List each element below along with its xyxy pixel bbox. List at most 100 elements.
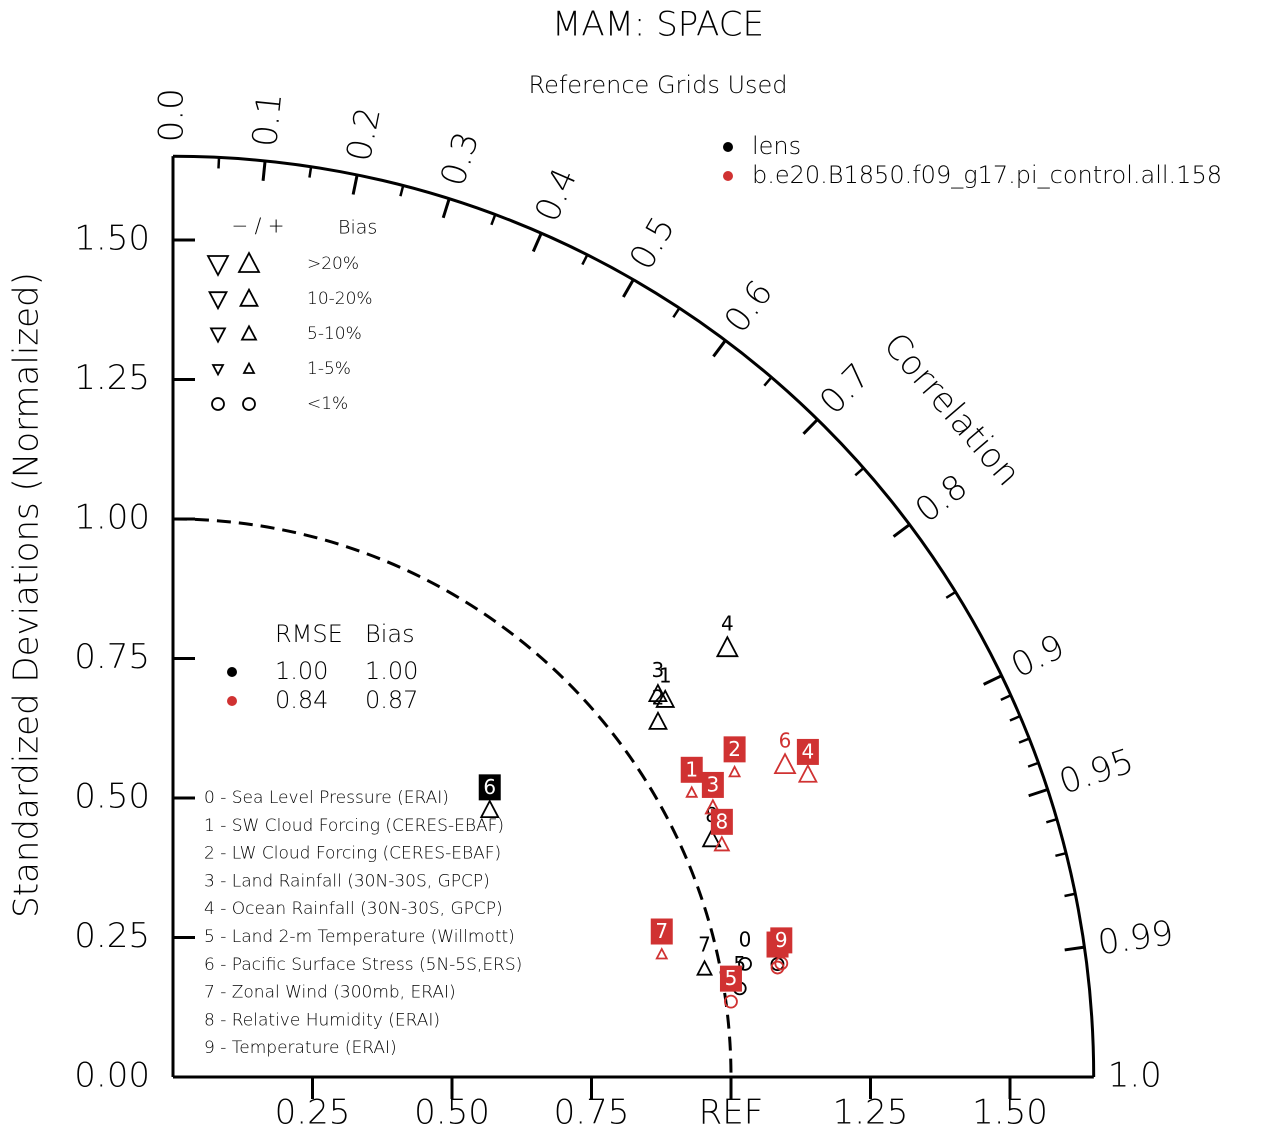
point-label-box <box>680 756 703 783</box>
bias-legend-label: >20% <box>307 254 359 274</box>
variable-label: 3 - Land Rainfall (30N-30S, GPCP) <box>204 871 490 891</box>
corr-tick-label: 0.7 <box>812 356 878 423</box>
corr-tick-label: 0.3 <box>433 127 487 191</box>
bias-legend-symbol <box>239 287 259 307</box>
data-point <box>647 683 668 703</box>
point-label: 9 <box>775 928 788 952</box>
corr-tick <box>351 174 359 195</box>
point-label: 4 <box>721 612 734 636</box>
y-axis-label: Standardized Deviations (Normalized) <box>7 272 47 918</box>
point-label: 7 <box>655 919 668 943</box>
point-label-box <box>770 927 793 954</box>
corr-tick-label: 0.4 <box>527 162 585 228</box>
point-label: 8 <box>715 809 728 833</box>
y-tick-label: 0.50 <box>74 777 150 817</box>
corr-tick <box>261 160 267 181</box>
data-point <box>774 956 789 971</box>
variable-label: 9 - Temperature (ERAI) <box>204 1038 397 1058</box>
data-point <box>724 994 738 1009</box>
legend-dot <box>723 142 733 152</box>
legend-label: lens <box>752 132 801 160</box>
bias-legend-label: <1% <box>307 394 348 414</box>
variable-label: 5 - Land 2-m Temperature (Willmott) <box>204 927 515 947</box>
rmse-dot <box>227 696 237 706</box>
legend-label: b.e20.B1850.f09_g17.pi_control.all.158 <box>752 161 1222 189</box>
data-point <box>701 828 722 848</box>
corr-minor-tick <box>1018 737 1030 744</box>
corr-minor-tick <box>1064 892 1076 898</box>
data-point <box>655 688 676 708</box>
point-label: 3 <box>652 658 665 682</box>
corr-tick-label: 0.9 <box>1005 627 1071 687</box>
point-label: 0 <box>739 927 752 951</box>
corr-tick <box>892 523 911 538</box>
data-point <box>479 799 500 819</box>
y-tick-label: 0.25 <box>74 916 150 956</box>
point-label: 1 <box>659 664 672 688</box>
data-point <box>728 764 742 778</box>
x-tick-label: 0.25 <box>275 1093 351 1133</box>
point-label-box <box>478 774 501 801</box>
point-label-box <box>796 738 819 765</box>
data-point <box>685 785 699 798</box>
bias-legend-symbol <box>208 291 228 311</box>
rmse-dot <box>227 667 237 677</box>
corr-tick-label: 0.6 <box>717 273 781 340</box>
legend-dot <box>723 171 733 181</box>
variable-label: 6 - Pacific Surface Stress (5N-5S,ERS) <box>204 955 522 975</box>
bias-legend-symbol <box>209 327 227 344</box>
point-label: 2 <box>652 686 665 710</box>
x-tick-label: 1.25 <box>833 1093 909 1133</box>
chart-subtitle: Reference Grids Used <box>528 71 787 99</box>
corr-tick-label: 0.99 <box>1095 913 1176 963</box>
bias-legend-symbol <box>240 324 258 341</box>
bias-value: 1.00 <box>365 657 418 685</box>
corr-tick <box>712 339 727 358</box>
point-label-box <box>719 965 742 992</box>
point-label: 4 <box>802 739 815 763</box>
corr-tick-label: 0.1 <box>245 91 290 149</box>
data-point <box>738 956 752 971</box>
corr-minor-tick <box>1055 851 1067 858</box>
y-tick-label: 0.00 <box>74 1056 150 1096</box>
variable-label: 7 - Zonal Wind (300mb, ERAI) <box>204 983 456 1003</box>
corr-tick <box>441 198 451 219</box>
corr-tick-label: 1.0 <box>1108 1056 1162 1096</box>
corr-tick <box>1064 945 1085 952</box>
bias-legend-symbol <box>211 397 225 411</box>
corr-tick <box>1028 788 1049 798</box>
corr-tick-label: 0.5 <box>622 210 684 277</box>
corr-tick <box>802 418 819 435</box>
data-point <box>713 835 731 852</box>
corr-tick-label: 0.2 <box>339 104 389 165</box>
data-point <box>696 959 714 976</box>
y-tick-label: 1.00 <box>74 498 150 538</box>
point-label: 1 <box>685 757 698 781</box>
variable-label: 4 - Ocean Rainfall (30N-30S, GPCP) <box>204 899 503 919</box>
corr-minor-tick <box>581 254 589 266</box>
corr-minor-tick <box>1045 818 1058 824</box>
bias-legend-symbol <box>211 364 225 377</box>
corr-tick-label: 0.8 <box>908 467 975 531</box>
corr-tick <box>982 674 1003 686</box>
x-tick-label: REF <box>699 1093 764 1133</box>
rmse-value: 0.84 <box>275 686 328 714</box>
bias-legend-symbol <box>206 255 230 277</box>
ref-arc <box>172 517 733 1078</box>
corr-minor-tick <box>1027 761 1039 768</box>
corr-minor-tick <box>945 590 957 599</box>
corr-minor-tick <box>763 376 773 387</box>
point-label: 3 <box>706 772 719 796</box>
corr-minor-tick <box>308 166 313 178</box>
point-label-box <box>650 918 673 945</box>
bias-value: 0.87 <box>365 686 418 714</box>
rmse-header: RMSE <box>275 620 343 648</box>
point-label-box <box>701 771 724 798</box>
point-label: 7 <box>698 933 711 957</box>
corr-minor-tick <box>490 214 497 226</box>
corr-minor-tick <box>1000 694 1012 701</box>
point-label: 2 <box>728 737 741 761</box>
bias-legend-symbol <box>242 361 256 374</box>
x-tick-label: 0.50 <box>414 1093 490 1133</box>
